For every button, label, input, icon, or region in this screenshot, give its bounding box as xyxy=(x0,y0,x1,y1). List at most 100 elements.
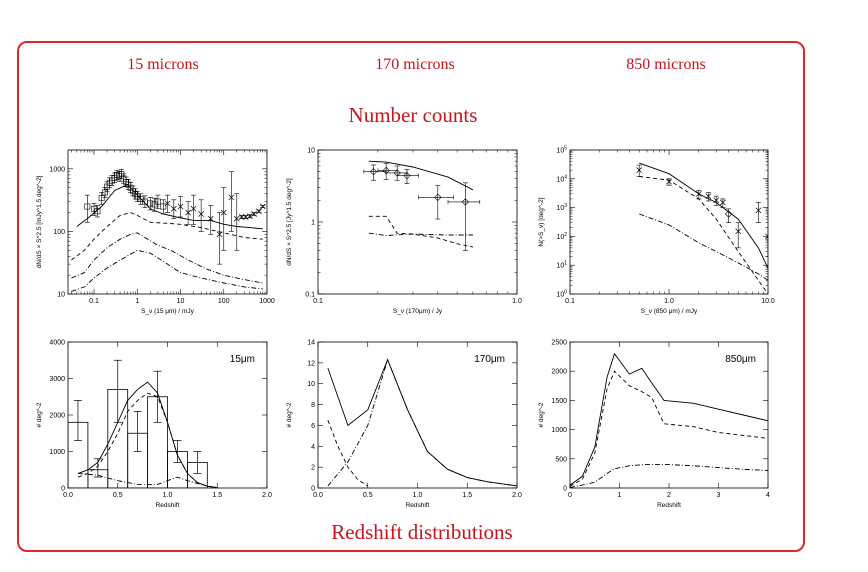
data-point-cross xyxy=(185,209,191,216)
x-tick-label: 0 xyxy=(568,492,572,499)
y-tick-label: 6 xyxy=(311,423,315,430)
x-axis-label: Redshift xyxy=(156,502,180,509)
x-axis-label: Redshift xyxy=(406,502,430,509)
y-tick-label: 4 xyxy=(311,444,315,451)
data-point-cross xyxy=(636,167,643,173)
data-point-square xyxy=(94,208,101,215)
x-tick-label: 0.0 xyxy=(313,492,323,499)
model-curve-dashed xyxy=(639,176,768,294)
y-axis-label: # deg^-2 xyxy=(286,402,293,427)
data-point-cross xyxy=(251,211,257,217)
data-point-square xyxy=(98,195,105,202)
model-curve-solid xyxy=(327,358,517,487)
plot-area xyxy=(68,359,218,488)
x-tick-label: 100 xyxy=(218,298,230,305)
x-tick-label: 1.0 xyxy=(512,298,522,305)
y-tick-label: 105 xyxy=(556,146,567,155)
y-tick-label: 100 xyxy=(53,229,65,236)
plot-area xyxy=(71,169,266,292)
data-point-square xyxy=(147,200,154,207)
data-point-cross xyxy=(713,197,720,204)
x-tick-label: 0.1 xyxy=(89,298,99,305)
column-title-170: 170 microns xyxy=(375,56,455,73)
y-tick-label: 2 xyxy=(311,465,315,472)
y-tick-label: 103 xyxy=(556,203,567,212)
x-tick-label: 2.0 xyxy=(512,492,522,499)
x-tick-label: 2 xyxy=(667,492,671,499)
y-tick-label: 8 xyxy=(311,402,315,409)
y-tick-label: 500 xyxy=(555,456,567,463)
data-point-diamond xyxy=(403,172,411,180)
y-tick-label: 1000 xyxy=(551,427,567,434)
y-tick-label: 104 xyxy=(556,174,567,183)
y-tick-label: 1 xyxy=(311,220,315,227)
x-tick-label: 10.0 xyxy=(761,298,775,305)
chart-counts850: 0.1 1.0 10.0 100 101 102 103 104 105 S_ν (850 μm)… xyxy=(538,146,775,316)
column-title-15: 15 microns xyxy=(127,56,199,73)
redshift-distributions-title: Redshift distributions xyxy=(331,520,513,544)
panel-annotation: 850μm xyxy=(725,354,756,365)
y-tick-label: 2000 xyxy=(551,369,567,376)
x-tick-label: 4 xyxy=(766,492,770,499)
y-tick-label: 10 xyxy=(57,292,65,299)
data-point-cross xyxy=(735,228,742,235)
model-curve-dashdot xyxy=(368,232,473,236)
model-curve-dashdot xyxy=(71,249,263,292)
data-point-cross xyxy=(259,203,266,210)
plot-frame xyxy=(67,149,268,295)
x-tick-label: 1 xyxy=(618,492,622,499)
model-curve-solid xyxy=(368,160,474,191)
y-tick-label: 1000 xyxy=(49,449,65,456)
x-tick-label: 1000 xyxy=(259,298,275,305)
x-tick-label: 0.0 xyxy=(63,492,73,499)
data-point-cross xyxy=(228,194,235,201)
data-point-cross xyxy=(720,199,726,206)
y-tick-label: 2000 xyxy=(49,413,65,420)
data-point-cross xyxy=(233,215,240,222)
data-point-cross xyxy=(216,231,223,238)
plot-area xyxy=(363,160,481,251)
column-title-850: 850 microns xyxy=(626,56,706,73)
plot-frame xyxy=(569,149,769,295)
plot-area xyxy=(570,352,768,488)
data-point-square xyxy=(155,198,161,205)
data-point-cross xyxy=(705,193,712,199)
y-tick-label: 0 xyxy=(61,486,65,493)
data-point-cross xyxy=(207,215,214,222)
x-axis-label: S_ν (15 μm) / mJy xyxy=(141,308,195,315)
chart-counts170: 0.1 1.0 0.1 1 10 S_ν (170μm) / Jy dN/dS × S^2.… xyxy=(286,148,522,316)
data-point-cross xyxy=(666,178,672,185)
data-point-cross xyxy=(246,213,253,220)
model-curve-dashdot xyxy=(639,213,768,281)
y-tick-label: 0.1 xyxy=(305,292,315,299)
figure-frame xyxy=(17,41,805,552)
y-tick-label: 10 xyxy=(307,381,315,388)
panel-annotation: 170μm xyxy=(474,354,505,365)
model-curve-dashed xyxy=(77,392,218,488)
chart-z15: 0.0 0.5 1.0 1.5 2.0 0 1000 2000 3000 4000 Redshift… xyxy=(36,340,272,510)
data-point-cross xyxy=(220,209,227,216)
model-curve-dashdot xyxy=(77,472,218,488)
x-tick-label: 3 xyxy=(717,492,721,499)
data-point-diamond xyxy=(724,210,733,218)
y-tick-label: 2500 xyxy=(551,340,567,347)
number-counts-title: Number counts xyxy=(348,103,478,127)
x-tick-label: 0.5 xyxy=(113,492,123,499)
model-curve-solid xyxy=(570,352,768,486)
data-point-square xyxy=(125,181,132,188)
y-tick-label: 12 xyxy=(307,360,315,367)
plot-frame xyxy=(317,149,518,295)
y-axis-label: # deg^-2 xyxy=(36,402,43,427)
y-tick-label: 0 xyxy=(311,486,315,493)
y-tick-label: 1000 xyxy=(49,166,65,173)
data-point-square xyxy=(84,203,91,210)
x-tick-label: 10 xyxy=(177,298,185,305)
data-point-cross xyxy=(190,205,197,212)
data-point-diamond xyxy=(461,198,469,206)
x-tick-label: 0.5 xyxy=(363,492,373,499)
x-tick-label: 2.0 xyxy=(262,492,272,499)
model-curve-dashdot xyxy=(71,232,263,284)
x-axis-label: S_ν (170μm) / Jy xyxy=(393,308,443,315)
y-tick-label: 102 xyxy=(556,232,567,241)
y-axis-label: dN/dS × S^2.5 [mJy^1.5 deg^-2] xyxy=(36,175,43,268)
